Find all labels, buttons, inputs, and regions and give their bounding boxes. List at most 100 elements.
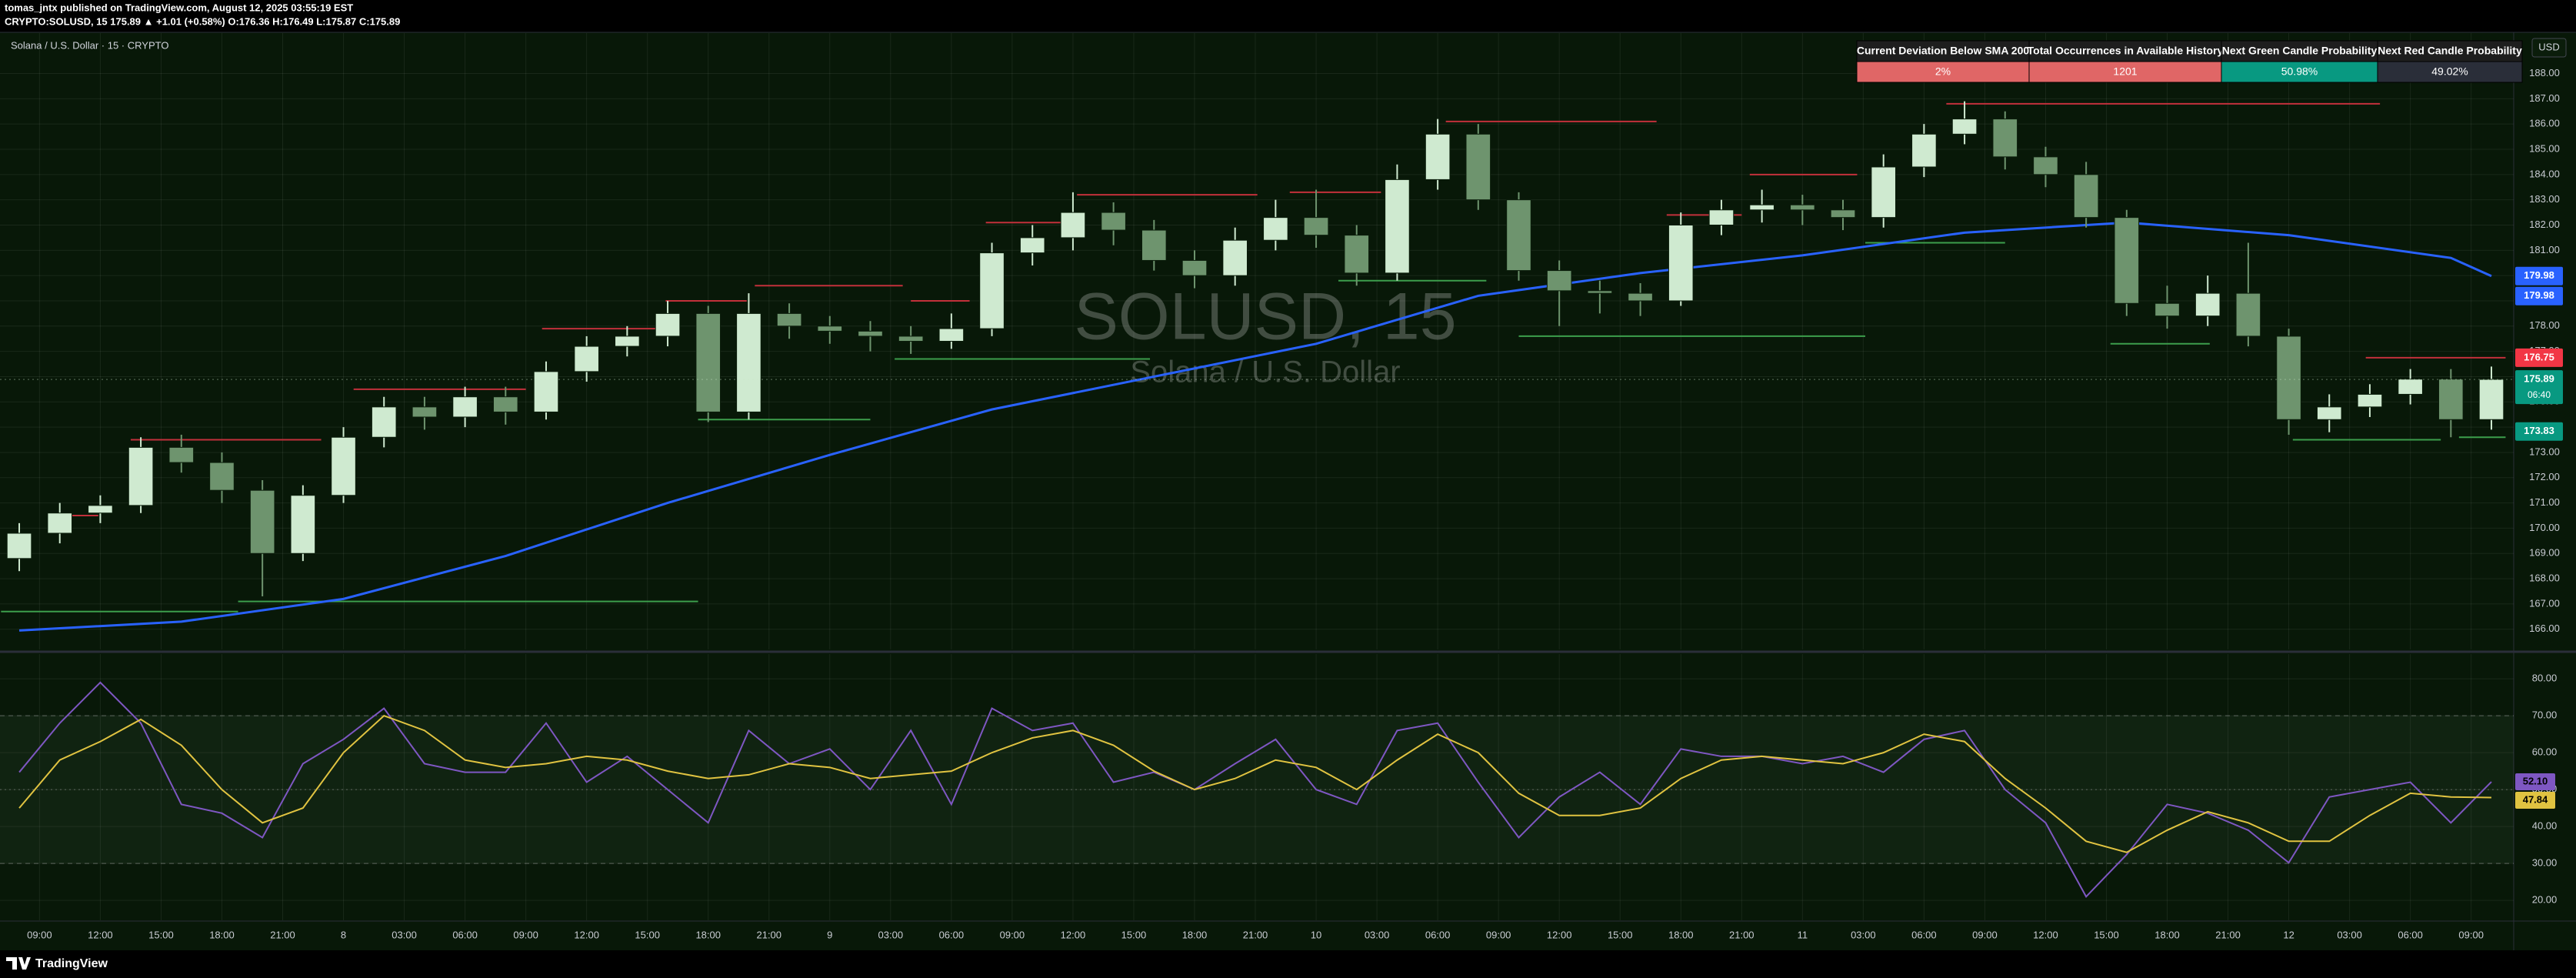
candle-body: [1222, 239, 1248, 276]
candle-body: [1506, 199, 1531, 272]
candle-body: [615, 335, 640, 347]
price-tag-label: 176.75: [2524, 351, 2554, 362]
x-tick-label: 09:00: [1486, 929, 1511, 940]
candle-body: [2276, 335, 2301, 420]
x-tick-label: 12:00: [574, 929, 599, 940]
candle-body: [858, 330, 883, 337]
candle-body: [2033, 156, 2058, 175]
x-tick-label: 03:00: [392, 929, 417, 940]
currency-button[interactable]: [2531, 38, 2567, 58]
candle-body: [1911, 133, 1937, 168]
candle-body: [371, 406, 397, 438]
y-tick-label: 182.00: [2529, 219, 2560, 230]
x-tick-label: 03:00: [1365, 929, 1390, 940]
x-tick-label: 9: [827, 929, 832, 940]
x-tick-label: 06:00: [939, 929, 965, 940]
y-tick-label: 184.00: [2529, 168, 2560, 179]
x-tick-label: 21:00: [756, 929, 781, 940]
y-tick-label: 70.00: [2532, 709, 2558, 721]
x-tick-label: 18:00: [695, 929, 721, 940]
x-tick-label: 03:00: [878, 929, 904, 940]
candle-body: [168, 446, 195, 463]
y-tick-label: 80.00: [2532, 673, 2558, 684]
candle-body: [817, 325, 843, 332]
candle-body: [1830, 209, 1856, 219]
x-tick-label: 15:00: [2094, 929, 2119, 940]
sma-line: [18, 221, 2492, 632]
x-tick-label: 11: [1798, 929, 1808, 940]
candle-body: [533, 371, 559, 412]
candle-body: [209, 462, 235, 491]
table-value: 2%: [1935, 65, 1951, 78]
x-tick-label: 09:00: [1972, 929, 1998, 940]
table-header: Next Red Candle Probability: [2378, 45, 2522, 57]
x-tick-label: 21:00: [1243, 929, 1268, 940]
candle-body: [2235, 292, 2261, 337]
table-value-cell: [2028, 61, 2222, 83]
table-header: Next Green Candle Probability: [2222, 45, 2378, 57]
candle-body: [1101, 212, 1126, 231]
value-tag: [2515, 792, 2555, 809]
price-tag: [2515, 422, 2563, 441]
table-header-cell: [2028, 40, 2222, 62]
y-tick-label: 185.00: [2529, 142, 2560, 154]
table-value: 49.02%: [2431, 65, 2468, 78]
table-value-cell: [2221, 61, 2378, 83]
candle-body: [1749, 204, 1775, 211]
x-tick-label: 09:00: [513, 929, 538, 940]
y-tick-label: 183.00: [2529, 193, 2560, 205]
x-tick-label: 12: [2283, 929, 2294, 940]
x-tick-label: 06:00: [2398, 929, 2423, 940]
candle-body: [1465, 133, 1491, 201]
price-tag: [2515, 266, 2563, 285]
candle-body: [2316, 406, 2342, 420]
y-tick-label: 60.00: [2532, 746, 2558, 758]
countdown: 06:40: [2528, 389, 2551, 400]
candle-body: [1141, 229, 1167, 261]
y-tick-label: 168.00: [2529, 572, 2560, 584]
price-tag-label: 179.98: [2524, 289, 2554, 301]
brand-logo: [6, 957, 31, 970]
x-tick-label: 21:00: [270, 929, 295, 940]
x-tick-label: 12:00: [1061, 929, 1086, 940]
candle-body: [331, 436, 356, 496]
price-tag: [2515, 370, 2563, 405]
price-tag: [2515, 286, 2563, 305]
y-tick-label: 181.00: [2529, 244, 2560, 255]
price-tag-label: 173.83: [2524, 425, 2554, 436]
candle-body: [695, 312, 721, 412]
candle-body: [2398, 379, 2423, 395]
price-tag-label: 175.89: [2524, 373, 2554, 385]
candle-body: [128, 446, 154, 506]
candle-body: [290, 495, 316, 554]
candle-body: [776, 312, 802, 327]
value-tag: [2515, 773, 2555, 791]
y-tick-label: 40.00: [2532, 820, 2558, 832]
rsi-band: [0, 716, 2514, 864]
table-value-cell: [2377, 61, 2523, 83]
currency-label: USD: [2538, 41, 2559, 52]
footer-bar: [0, 950, 2576, 978]
candle-body: [2194, 292, 2221, 317]
candle-body: [412, 406, 438, 418]
x-tick-label: 09:00: [27, 929, 52, 940]
y-tick-label: 167.00: [2529, 597, 2560, 609]
candle-body: [1668, 224, 1694, 302]
x-tick-label: 18:00: [209, 929, 235, 940]
rsi-line: [18, 714, 2492, 853]
y-tick-label: 178.00: [2529, 319, 2560, 331]
brand: TradingView: [35, 957, 108, 970]
value-tag-label: 52.10: [2523, 775, 2548, 786]
x-tick-label: 03:00: [1851, 929, 1876, 940]
rsi-line: [18, 681, 2492, 898]
table-header-cell: [2377, 40, 2523, 62]
table-header-cell: [2221, 40, 2378, 62]
y-tick-label: 170.00: [2529, 522, 2560, 533]
x-tick-label: 03:00: [2337, 929, 2362, 940]
candle-body: [452, 396, 478, 418]
candle-body: [1385, 179, 1410, 274]
x-tick-label: 12:00: [2033, 929, 2058, 940]
y-tick-label: 166.00: [2529, 623, 2560, 634]
candle-body: [2438, 379, 2464, 420]
candle-body: [2478, 379, 2504, 420]
